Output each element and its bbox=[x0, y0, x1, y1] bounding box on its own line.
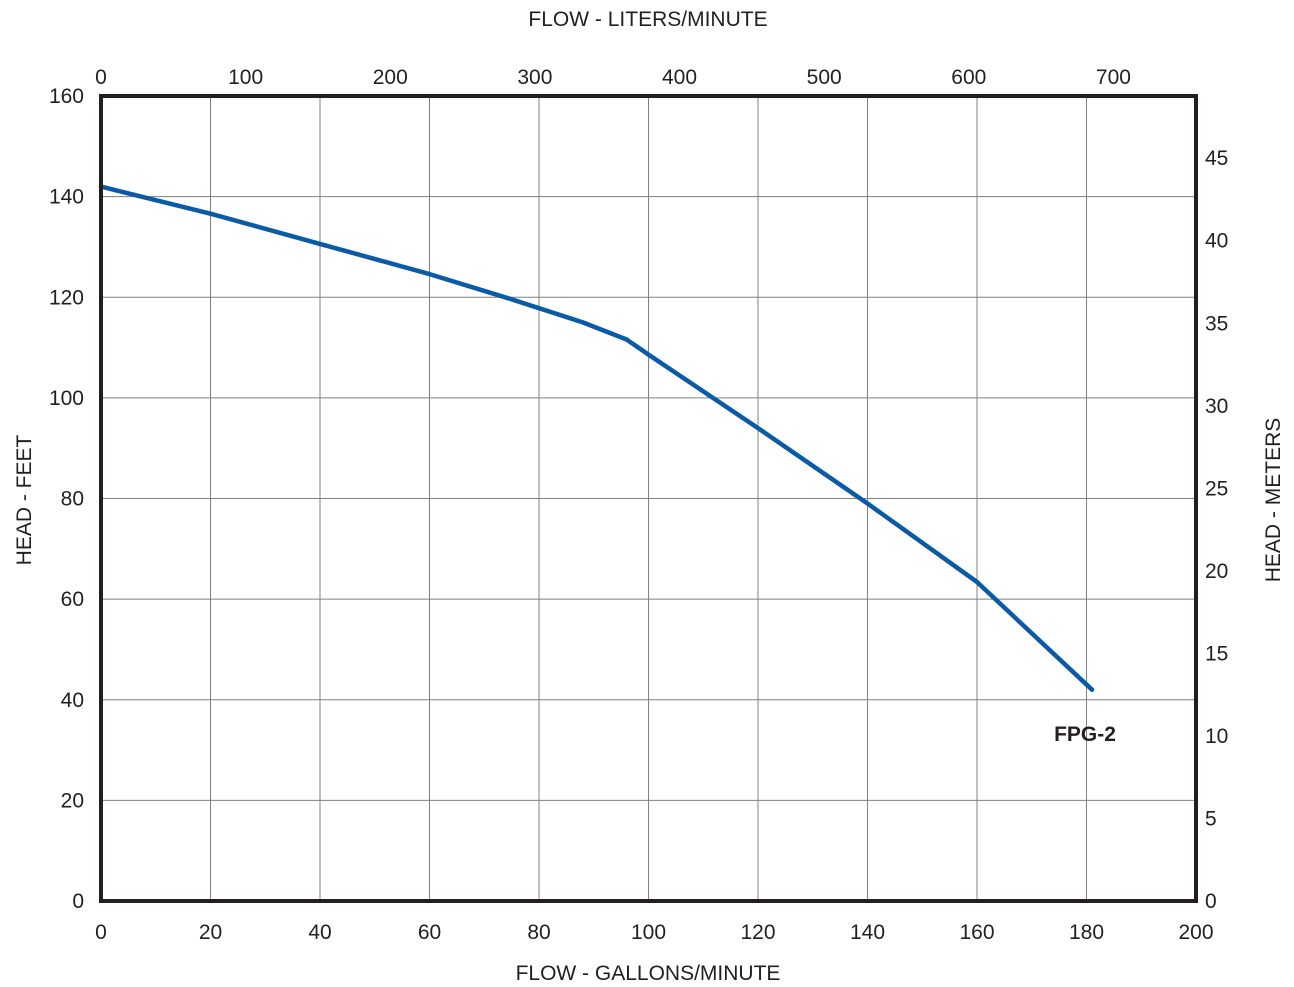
y-right-tick-label: 5 bbox=[1205, 807, 1217, 830]
y-left-tick-label: 0 bbox=[72, 890, 84, 913]
y-axis-right-title: HEAD - METERS bbox=[1262, 418, 1285, 583]
x-bottom-tick-label: 20 bbox=[199, 921, 222, 944]
x-top-tick-label: 0 bbox=[95, 66, 107, 89]
x-bottom-tick-label: 120 bbox=[740, 921, 775, 944]
y-right-tick-label: 45 bbox=[1205, 147, 1228, 170]
x-axis-top-title: FLOW - LITERS/MINUTE bbox=[528, 8, 767, 31]
left-axis-ticks: 0 20 40 60 80 100 120 140 160 bbox=[49, 85, 84, 913]
series-layer bbox=[98, 184, 1095, 692]
y-left-tick-label: 20 bbox=[61, 789, 84, 812]
y-left-tick-label: 140 bbox=[49, 186, 84, 209]
y-right-tick-label: 40 bbox=[1205, 230, 1228, 253]
y-left-tick-label: 40 bbox=[61, 689, 84, 712]
x-bottom-tick-label: 0 bbox=[95, 921, 107, 944]
y-left-tick-label: 160 bbox=[49, 85, 84, 108]
bottom-axis-ticks: 0 20 40 60 80 100 120 140 160 180 200 bbox=[95, 921, 1213, 944]
x-top-tick-label: 600 bbox=[951, 66, 986, 89]
y-right-tick-label: 30 bbox=[1205, 395, 1228, 418]
y-right-tick-label: 25 bbox=[1205, 477, 1228, 500]
grid-lines bbox=[101, 96, 1196, 901]
series-label-fpg-2: FPG-2 bbox=[1054, 723, 1116, 746]
x-top-tick-label: 400 bbox=[662, 66, 697, 89]
x-top-tick-label: 700 bbox=[1096, 66, 1131, 89]
x-bottom-tick-label: 200 bbox=[1178, 921, 1213, 944]
x-top-tick-label: 500 bbox=[807, 66, 842, 89]
top-axis-ticks: 0 100 200 300 400 500 600 700 bbox=[95, 66, 1131, 89]
x-top-tick-label: 200 bbox=[373, 66, 408, 89]
x-bottom-tick-label: 180 bbox=[1069, 921, 1104, 944]
right-axis-ticks: 0 5 10 15 20 25 30 35 40 45 bbox=[1205, 147, 1228, 913]
x-top-tick-label: 100 bbox=[228, 66, 263, 89]
y-left-tick-label: 120 bbox=[49, 286, 84, 309]
y-right-tick-label: 10 bbox=[1205, 725, 1228, 748]
x-bottom-tick-label: 60 bbox=[418, 921, 441, 944]
x-bottom-tick-label: 160 bbox=[959, 921, 994, 944]
y-axis-left-title: HEAD - FEET bbox=[13, 434, 36, 565]
plot-frame bbox=[99, 94, 1198, 903]
x-top-tick-label: 300 bbox=[517, 66, 552, 89]
y-right-tick-label: 20 bbox=[1205, 560, 1228, 583]
x-bottom-tick-label: 40 bbox=[308, 921, 331, 944]
x-bottom-tick-label: 100 bbox=[631, 921, 666, 944]
y-left-tick-label: 100 bbox=[49, 387, 84, 410]
x-bottom-tick-label: 80 bbox=[527, 921, 550, 944]
y-right-tick-label: 35 bbox=[1205, 312, 1228, 335]
y-left-tick-label: 60 bbox=[61, 588, 84, 611]
y-right-tick-label: 15 bbox=[1205, 642, 1228, 665]
x-axis-bottom-title: FLOW - GALLONS/MINUTE bbox=[516, 962, 781, 985]
x-bottom-tick-label: 140 bbox=[850, 921, 885, 944]
y-right-tick-label: 0 bbox=[1205, 890, 1217, 913]
series-line-fpg-2 bbox=[98, 184, 1095, 692]
y-left-tick-label: 80 bbox=[61, 488, 84, 511]
